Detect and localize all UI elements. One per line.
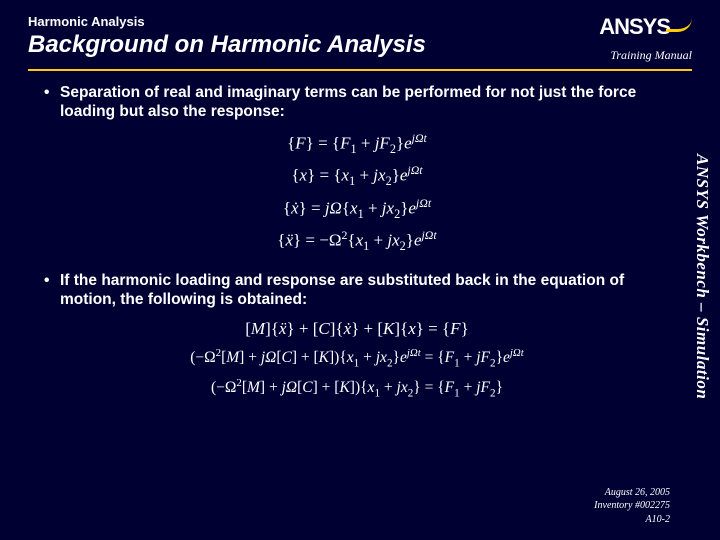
equation: {ẋ} = jΩ{x1 + jx2}ejΩt	[44, 195, 670, 223]
equation-block-2: [M]{ẍ} + [C]{ẋ} + [K]{x} = {F} (−Ω2[M] +…	[44, 318, 670, 402]
slide-footer: August 26, 2005 Inventory #002275 A10-2	[594, 486, 670, 527]
footer-date: August 26, 2005	[594, 486, 670, 500]
slide-subtitle: Training Manual	[610, 48, 692, 63]
slide-title: Background on Harmonic Analysis	[28, 31, 692, 59]
kicker-text: Harmonic Analysis	[28, 14, 692, 29]
vertical-sidebar-label: ANSYS Workbench – Simulation	[684, 86, 712, 468]
bullet-marker-icon: •	[44, 83, 60, 122]
equation: [M]{ẍ} + [C]{ẋ} + [K]{x} = {F}	[44, 318, 670, 341]
ansys-logo: ANSYS	[599, 14, 692, 40]
equation: {F} = {F1 + jF2}ejΩt	[44, 130, 670, 158]
footer-page: A10-2	[594, 513, 670, 527]
slide-header: Harmonic Analysis Background on Harmonic…	[0, 0, 720, 65]
bullet-marker-icon: •	[44, 271, 60, 310]
slide-body: • Separation of real and imaginary terms…	[0, 71, 720, 401]
bullet-item: • If the harmonic loading and response a…	[44, 271, 670, 310]
bullet-text: Separation of real and imaginary terms c…	[60, 83, 670, 122]
bullet-item: • Separation of real and imaginary terms…	[44, 83, 670, 122]
equation: {ẍ} = −Ω2{x1 + jx2}ejΩt	[44, 227, 670, 255]
equation: {x} = {x1 + jx2}ejΩt	[44, 162, 670, 190]
bullet-text: If the harmonic loading and response are…	[60, 271, 670, 310]
equation-block-1: {F} = {F1 + jF2}ejΩt {x} = {x1 + jx2}ejΩ…	[44, 130, 670, 255]
equation: (−Ω2[M] + jΩ[C] + [K]){x1 + jx2}ejΩt = {…	[44, 346, 670, 371]
logo-text: ANSYS	[599, 14, 670, 39]
equation: (−Ω2[M] + jΩ[C] + [K]){x1 + jx2} = {F1 +…	[44, 376, 670, 401]
logo-swoosh-icon	[666, 18, 692, 32]
footer-inventory: Inventory #002275	[594, 499, 670, 513]
